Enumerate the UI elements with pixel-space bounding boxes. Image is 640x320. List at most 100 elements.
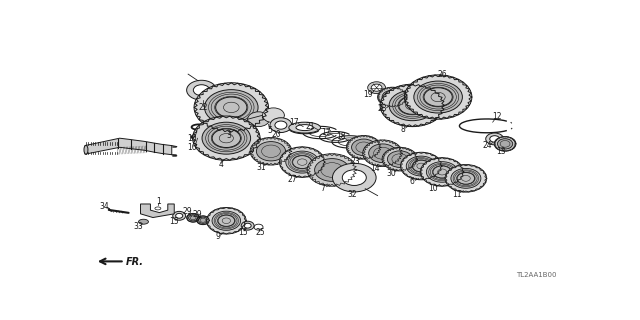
Ellipse shape [292, 156, 312, 169]
Text: FR.: FR. [126, 257, 144, 268]
Text: 1: 1 [156, 197, 161, 206]
Ellipse shape [490, 136, 500, 142]
Ellipse shape [413, 160, 430, 172]
Ellipse shape [387, 151, 412, 167]
Ellipse shape [378, 87, 408, 107]
Ellipse shape [363, 140, 403, 166]
Ellipse shape [486, 133, 504, 145]
Ellipse shape [198, 217, 207, 223]
Ellipse shape [270, 118, 292, 132]
Ellipse shape [369, 144, 396, 163]
Ellipse shape [451, 168, 481, 188]
Ellipse shape [497, 139, 513, 149]
Ellipse shape [257, 141, 285, 161]
Text: 7: 7 [321, 184, 326, 193]
Ellipse shape [414, 81, 462, 113]
Ellipse shape [424, 88, 452, 106]
Ellipse shape [382, 90, 403, 104]
Ellipse shape [433, 166, 451, 178]
Ellipse shape [244, 223, 251, 228]
Text: 30: 30 [387, 169, 396, 178]
Ellipse shape [175, 213, 183, 218]
Ellipse shape [212, 211, 241, 230]
Text: 16: 16 [187, 134, 196, 143]
Polygon shape [141, 204, 174, 218]
Text: 19: 19 [363, 90, 372, 99]
Text: 14: 14 [371, 164, 380, 173]
Text: 21: 21 [306, 122, 316, 131]
Text: 25: 25 [255, 228, 265, 236]
Text: 4: 4 [219, 160, 224, 169]
Text: 18: 18 [336, 132, 346, 141]
Ellipse shape [380, 84, 445, 127]
Text: 33: 33 [134, 222, 143, 231]
Text: 5: 5 [267, 125, 272, 135]
Ellipse shape [420, 158, 464, 186]
Ellipse shape [193, 85, 210, 96]
Ellipse shape [194, 83, 269, 132]
Ellipse shape [382, 147, 418, 171]
Text: 17: 17 [321, 128, 331, 137]
Text: 9: 9 [216, 232, 220, 241]
Ellipse shape [250, 138, 292, 165]
Text: 13: 13 [496, 147, 506, 156]
Ellipse shape [187, 80, 216, 100]
Ellipse shape [202, 122, 251, 154]
Text: 29: 29 [182, 207, 192, 216]
Ellipse shape [173, 212, 186, 220]
Text: TL2AA1B00: TL2AA1B00 [516, 272, 556, 278]
Text: 22: 22 [198, 103, 208, 112]
Ellipse shape [367, 82, 385, 93]
Text: 20: 20 [271, 131, 281, 140]
Text: 31: 31 [256, 163, 266, 172]
Text: 10: 10 [428, 184, 438, 193]
Ellipse shape [262, 108, 284, 123]
Ellipse shape [332, 163, 376, 192]
Ellipse shape [218, 215, 235, 226]
Ellipse shape [307, 154, 356, 186]
Text: 24: 24 [483, 141, 493, 150]
Ellipse shape [286, 151, 319, 173]
Ellipse shape [346, 135, 381, 159]
Ellipse shape [193, 116, 260, 160]
Text: 15: 15 [170, 217, 179, 226]
Text: 16: 16 [187, 143, 196, 152]
Text: 26: 26 [437, 70, 447, 79]
Text: 28: 28 [378, 104, 387, 113]
Ellipse shape [275, 121, 287, 129]
Ellipse shape [212, 129, 241, 148]
Ellipse shape [248, 112, 269, 127]
Ellipse shape [205, 90, 258, 125]
Text: 17: 17 [289, 118, 299, 127]
Ellipse shape [406, 156, 436, 176]
Text: 27: 27 [287, 175, 297, 184]
Text: 34: 34 [99, 202, 109, 211]
Text: 15: 15 [238, 228, 248, 236]
Ellipse shape [457, 172, 475, 184]
Ellipse shape [389, 90, 436, 121]
Ellipse shape [371, 84, 382, 91]
Text: 11: 11 [452, 190, 461, 199]
Text: 32: 32 [347, 190, 356, 199]
Ellipse shape [138, 219, 148, 224]
Ellipse shape [289, 122, 321, 133]
Text: 8: 8 [400, 125, 404, 134]
Text: 6: 6 [410, 177, 415, 186]
Text: 3: 3 [227, 131, 231, 140]
Ellipse shape [241, 221, 254, 230]
Ellipse shape [342, 170, 366, 186]
Ellipse shape [404, 75, 472, 119]
Ellipse shape [216, 97, 247, 118]
Ellipse shape [187, 213, 200, 222]
Ellipse shape [196, 216, 209, 225]
Ellipse shape [399, 97, 426, 114]
Ellipse shape [426, 162, 458, 182]
Ellipse shape [315, 159, 349, 181]
Text: 12: 12 [492, 112, 501, 121]
Ellipse shape [445, 164, 487, 192]
Ellipse shape [296, 124, 314, 131]
Text: 29: 29 [192, 210, 202, 219]
Ellipse shape [207, 207, 246, 234]
Ellipse shape [189, 215, 198, 221]
Polygon shape [85, 138, 172, 155]
